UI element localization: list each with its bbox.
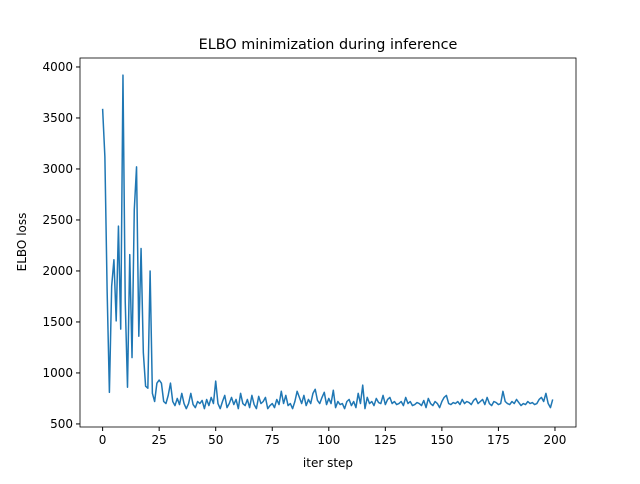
x-tick-label: 50 — [208, 433, 223, 447]
y-tick-label: 3000 — [42, 162, 73, 176]
chart-title: ELBO minimization during inference — [199, 37, 458, 53]
x-tick-label: 125 — [374, 433, 397, 447]
x-tick-label: 0 — [99, 433, 107, 447]
x-tick-label: 200 — [544, 433, 567, 447]
y-tick-label: 4000 — [42, 60, 73, 74]
y-axis-label: ELBO loss — [15, 213, 29, 272]
x-axis-label: iter step — [303, 456, 353, 470]
y-tick-label: 2000 — [42, 264, 73, 278]
x-tick-label: 75 — [265, 433, 280, 447]
x-tick-label: 175 — [487, 433, 510, 447]
y-tick-label: 1500 — [42, 315, 73, 329]
x-tick-label: 100 — [317, 433, 340, 447]
y-tick-label: 500 — [50, 417, 73, 431]
x-tick-label: 25 — [152, 433, 167, 447]
x-tick-label: 150 — [430, 433, 453, 447]
plot-frame — [79, 57, 577, 428]
y-tick-label: 2500 — [42, 213, 73, 227]
y-tick-label: 3500 — [42, 111, 73, 125]
line-series — [101, 74, 554, 410]
y-tick-label: 1000 — [42, 366, 73, 380]
